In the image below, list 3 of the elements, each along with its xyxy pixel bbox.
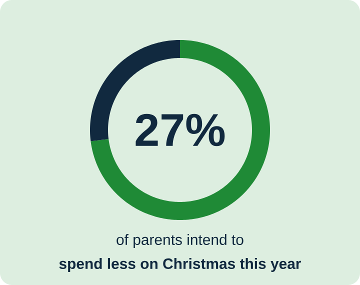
- text: of parents intend to: [116, 234, 244, 248]
- text: spend less on Christmas this year: [59, 258, 302, 272]
- text: 27%: [136, 114, 225, 146]
